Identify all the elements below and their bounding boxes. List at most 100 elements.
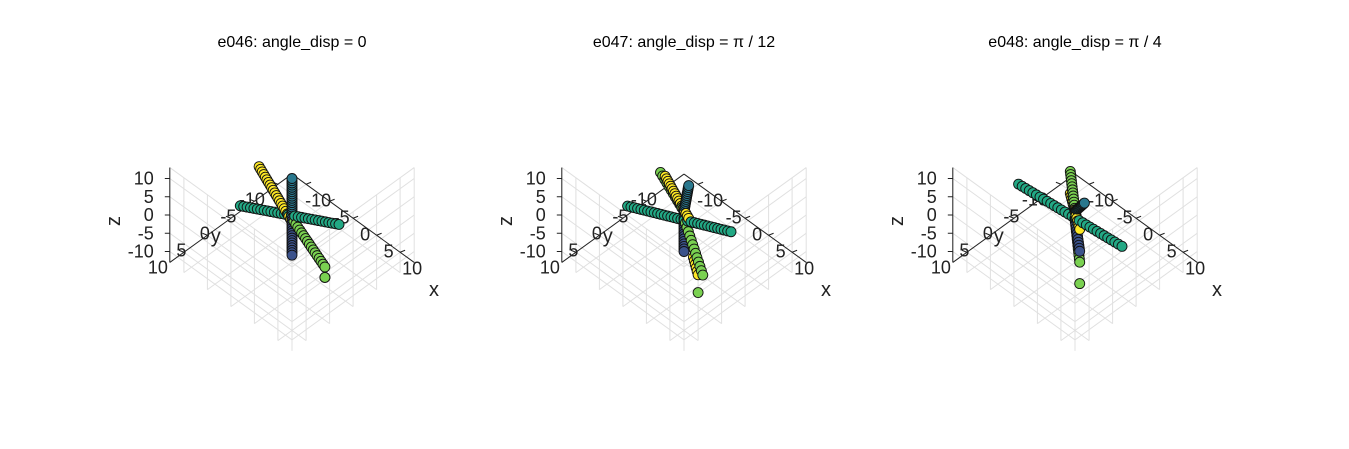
gridline (1074, 178, 1198, 268)
z-tick-label: 10 (134, 169, 154, 189)
x-tick-label: 0 (752, 224, 762, 244)
x-tick (721, 198, 727, 202)
gridline (169, 196, 293, 286)
y-tick (1008, 215, 1015, 219)
x-tick (399, 249, 406, 253)
gridline (291, 214, 415, 304)
z-tick-label: -10 (128, 242, 154, 262)
y-tick-label: 0 (592, 223, 602, 243)
x-tick (791, 249, 798, 253)
z-tick-label: 5 (144, 187, 154, 207)
y-tick (249, 198, 255, 202)
subplot-title: e047: angle_disp = π / 12 (593, 34, 775, 51)
x-tick-label: 5 (384, 241, 394, 261)
scatter-points (1013, 165, 1128, 290)
y-tick (617, 215, 624, 219)
y-tick (202, 232, 208, 236)
subplot-1: e046: angle_disp = 0-10-50510-10-50510-1… (103, 34, 439, 351)
data-point (678, 246, 690, 257)
gridline (952, 214, 1076, 304)
y-tick (225, 215, 232, 219)
gridline (561, 178, 685, 268)
z-tick-label: 5 (536, 187, 546, 207)
y-tick-label: -5 (220, 206, 236, 226)
gridline (169, 251, 293, 341)
x-tick-label: 0 (360, 224, 370, 244)
gridline (561, 251, 685, 341)
z-tick-label: -5 (138, 223, 154, 243)
y-tick-label: 10 (540, 257, 560, 277)
y-tick-label: 0 (983, 223, 993, 243)
z-tick-label: -10 (911, 242, 937, 262)
y-tick (1055, 181, 1062, 185)
x-tick-label: 5 (1167, 241, 1177, 261)
y-tick-label: 10 (931, 257, 951, 277)
y-tick (985, 232, 991, 236)
gridline (1074, 251, 1198, 341)
gridline (575, 251, 699, 342)
scatter-points (234, 161, 345, 283)
x-tick (329, 198, 335, 202)
x-axis-label: x (429, 279, 439, 301)
data-point (286, 249, 298, 261)
y-tick-label: 5 (176, 240, 186, 260)
x-tick (376, 232, 382, 236)
data-point (683, 180, 695, 192)
pane-edge (683, 167, 807, 257)
x-tick-label: -10 (1088, 190, 1114, 210)
gridline (952, 251, 1076, 341)
x-tick (352, 215, 359, 219)
x-tick (1112, 198, 1118, 202)
y-tick-label: 10 (148, 257, 168, 277)
data-point (1078, 197, 1090, 209)
x-axis-label: x (821, 279, 831, 301)
gridline (291, 251, 415, 341)
x-tick (1088, 181, 1095, 185)
data-point (286, 173, 298, 184)
x-tick (1135, 215, 1142, 219)
z-axis-label: z (886, 216, 908, 226)
data-point (697, 269, 709, 281)
x-tick (768, 232, 774, 236)
z-tick-label: 0 (536, 205, 546, 225)
gridline (561, 196, 685, 286)
y-tick (641, 198, 647, 202)
pane-edge (952, 167, 1076, 257)
x-tick (1182, 249, 1189, 253)
gridline (683, 178, 807, 268)
z-tick-label: 5 (927, 187, 937, 207)
z-tick-label: -5 (921, 223, 937, 243)
z-tick-label: 10 (917, 169, 937, 189)
z-tick-label: -10 (520, 242, 546, 262)
gridline (966, 251, 1090, 342)
x-tick-label: -10 (697, 190, 723, 210)
gridline (169, 214, 293, 304)
y-tick-label: 5 (959, 240, 969, 260)
x-axis-label: x (1212, 279, 1222, 301)
data-point (319, 272, 331, 283)
data-point (333, 218, 345, 230)
y-axis-label: y (211, 225, 221, 247)
gridline (952, 196, 1076, 286)
data-point (319, 261, 331, 273)
x-tick (697, 181, 704, 185)
subplot-title: e048: angle_disp = π / 4 (988, 34, 1161, 51)
z-tick-label: -5 (530, 223, 546, 243)
x-tick-label: 10 (402, 258, 422, 278)
gridline (183, 251, 307, 342)
gridline (683, 214, 807, 304)
data-point (1074, 278, 1086, 290)
gridline (1074, 214, 1198, 304)
x-tick (305, 181, 312, 185)
gridline (952, 178, 1076, 268)
x-tick-label: 10 (1185, 258, 1205, 278)
y-axis-label: y (603, 225, 613, 247)
pane-edge (561, 167, 685, 257)
y-tick-label: -5 (1003, 206, 1019, 226)
y-tick (594, 232, 600, 236)
x-tick-label: 10 (794, 258, 814, 278)
z-axis-label: z (495, 216, 517, 226)
subplot-2: e047: angle_disp = π / 12-10-50510-10-50… (495, 34, 831, 351)
subplot-title: e046: angle_disp = 0 (217, 34, 366, 51)
